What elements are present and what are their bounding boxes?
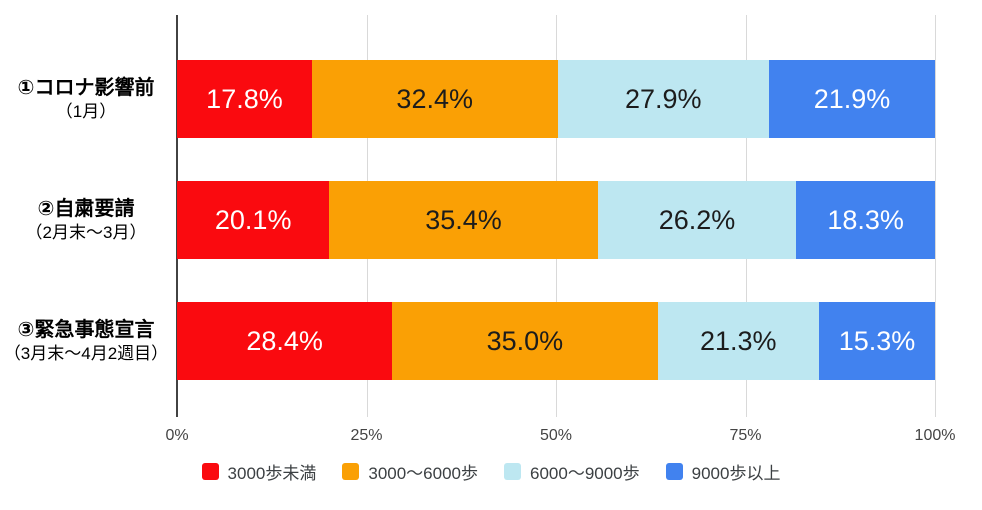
gridline-100 bbox=[935, 15, 936, 417]
bar-segment: 35.4% bbox=[329, 181, 598, 259]
bar-segment: 18.3% bbox=[796, 181, 935, 259]
legend-item: 6000〜9000歩 bbox=[504, 459, 640, 484]
x-tick-label-50%: 50% bbox=[539, 427, 573, 444]
legend-swatch-icon bbox=[201, 463, 219, 480]
legend-swatch-icon bbox=[504, 463, 521, 480]
bar-value-label: 21.3% bbox=[700, 325, 777, 356]
plot-area: 17.8% 32.4% 27.9% 21.9% 20.1% 35.4% 26.2% 18.3%… bbox=[176, 15, 936, 417]
bar-segment: 20.1% bbox=[177, 181, 330, 259]
legend-label: 9000歩以上 bbox=[691, 464, 781, 483]
category-label-2: ②自粛要請 （2月末〜3月） bbox=[0, 196, 172, 244]
legend-item: 3000歩未満 bbox=[201, 459, 317, 484]
legend-swatch-icon bbox=[342, 463, 360, 480]
bar-value-label: 27.9% bbox=[624, 83, 702, 114]
category-label-3: ③緊急事態宣言 （3月末〜4月2週目） bbox=[0, 317, 172, 365]
legend-label: 6000〜9000歩 bbox=[530, 464, 640, 483]
x-tick-label-25%: 25% bbox=[350, 427, 383, 444]
legend-label: 3000歩未満 bbox=[227, 464, 317, 483]
bar-value-label: 28.4% bbox=[246, 325, 323, 356]
bar-value-label: 32.4% bbox=[396, 83, 473, 114]
bar-segment: 15.3% bbox=[819, 302, 935, 380]
bar-segment: 27.9% bbox=[557, 60, 769, 138]
bar-segment: 32.4% bbox=[311, 60, 558, 138]
bar-value-label: 17.8% bbox=[206, 83, 283, 114]
bar-row-1: 17.8% 32.4% 27.9% 21.9% bbox=[177, 60, 935, 138]
bar-segment: 21.3% bbox=[657, 302, 820, 380]
legend-swatch-icon bbox=[665, 463, 683, 480]
bar-segment: 17.8% bbox=[177, 60, 312, 138]
bar-segment: 35.0% bbox=[392, 302, 658, 380]
bar-row-3: 28.4% 35.0% 21.3% 15.3% bbox=[177, 302, 935, 380]
bar-value-label: 21.9% bbox=[813, 83, 891, 114]
category-label-1: ①コロナ影響前 （1月） bbox=[0, 75, 172, 123]
category-label-main: ①コロナ影響前 bbox=[17, 76, 155, 99]
bar-segment: 26.2% bbox=[597, 181, 797, 259]
legend-item: 9000歩以上 bbox=[665, 459, 781, 484]
x-tick-label-100%: 100% bbox=[914, 427, 956, 444]
bar-row-2: 20.1% 35.4% 26.2% 18.3% bbox=[177, 181, 935, 259]
x-tick-label-0%: 0% bbox=[165, 427, 189, 444]
legend-item: 3000〜6000歩 bbox=[342, 459, 478, 484]
legend-label: 3000〜6000歩 bbox=[368, 464, 478, 483]
category-label-main: ②自粛要請 bbox=[37, 197, 135, 220]
x-tick-label-75%: 75% bbox=[729, 427, 762, 444]
category-label-sub: （3月末〜4月2週目） bbox=[3, 343, 169, 363]
bar-value-label: 35.0% bbox=[486, 325, 564, 356]
category-label-main: ③緊急事態宣言 bbox=[17, 318, 155, 341]
category-label-sub: （1月） bbox=[55, 101, 117, 121]
bar-value-label: 18.3% bbox=[827, 204, 904, 235]
bar-value-label: 20.1% bbox=[214, 204, 292, 235]
chart-legend: 3000歩未満 3000〜6000歩 6000〜9000歩 9000歩以上 bbox=[0, 459, 982, 484]
bar-value-label: 26.2% bbox=[658, 204, 736, 235]
bar-value-label: 35.4% bbox=[425, 204, 502, 235]
bar-value-label: 15.3% bbox=[838, 325, 916, 356]
bar-segment: 21.9% bbox=[768, 60, 935, 138]
category-label-sub: （2月末〜3月） bbox=[25, 222, 147, 242]
bar-segment: 28.4% bbox=[177, 302, 393, 380]
